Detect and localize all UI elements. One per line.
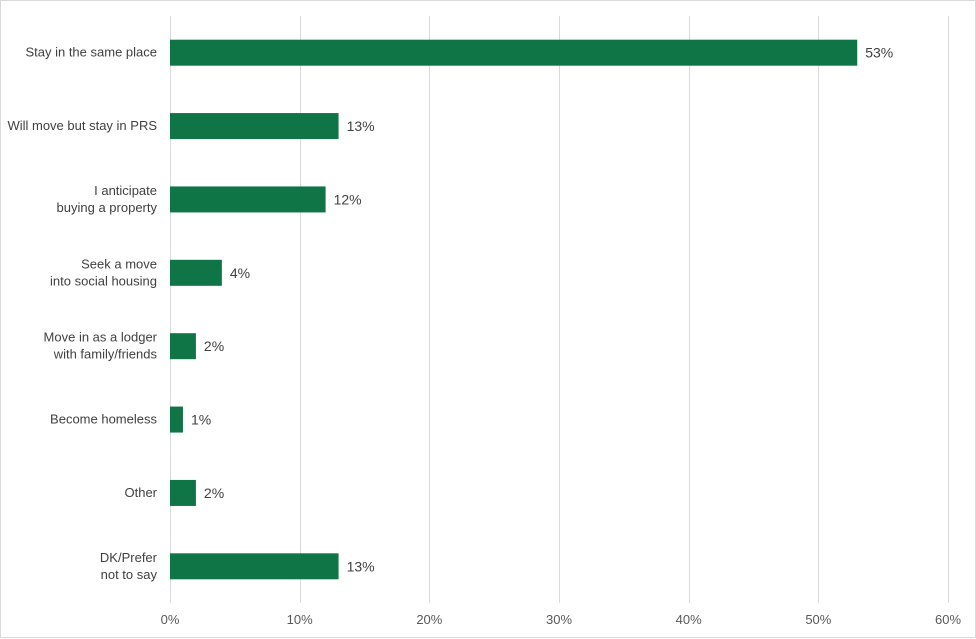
x-tick-label: 0% bbox=[161, 612, 180, 627]
bar bbox=[170, 333, 196, 360]
bar bbox=[170, 39, 858, 66]
bar bbox=[170, 479, 196, 506]
category-labels: Stay in the same place Will move but stay… bbox=[7, 45, 157, 582]
gridlines bbox=[170, 16, 949, 603]
category-label: buying a property bbox=[57, 200, 158, 215]
value-label: 1% bbox=[191, 412, 211, 428]
x-tick-label: 60% bbox=[935, 612, 961, 627]
category-label: DK/Prefer bbox=[100, 550, 158, 565]
category-label: not to say bbox=[101, 567, 158, 582]
bar bbox=[170, 553, 339, 580]
category-label: into social housing bbox=[50, 273, 157, 288]
category-label: Other bbox=[124, 485, 157, 500]
x-tick-label: 40% bbox=[676, 612, 702, 627]
bar bbox=[170, 259, 222, 286]
value-label: 13% bbox=[347, 118, 375, 134]
value-labels: 53% 13% 12% 4% 2% 1% 2% 13% bbox=[191, 45, 893, 575]
x-axis-ticks: 0% 10% 20% 30% 40% 50% 60% bbox=[161, 612, 962, 627]
bars bbox=[170, 39, 858, 580]
value-label: 4% bbox=[230, 265, 250, 281]
bar bbox=[170, 113, 339, 140]
x-tick-label: 20% bbox=[416, 612, 442, 627]
category-label: Stay in the same place bbox=[25, 45, 157, 60]
value-label: 2% bbox=[204, 338, 224, 354]
value-label: 53% bbox=[865, 45, 893, 61]
value-label: 12% bbox=[334, 191, 362, 207]
value-label: 2% bbox=[204, 485, 224, 501]
category-label: I anticipate bbox=[94, 183, 157, 198]
bar bbox=[170, 186, 326, 213]
category-label: with family/friends bbox=[53, 347, 158, 362]
category-label: Seek a move bbox=[81, 256, 157, 271]
category-label: Move in as a lodger bbox=[44, 330, 158, 345]
value-label: 13% bbox=[347, 558, 375, 574]
x-tick-label: 10% bbox=[287, 612, 313, 627]
x-tick-label: 30% bbox=[546, 612, 572, 627]
x-tick-label: 50% bbox=[805, 612, 831, 627]
category-label: Will move but stay in PRS bbox=[7, 118, 157, 133]
category-label: Become homeless bbox=[50, 412, 157, 427]
bar bbox=[170, 406, 183, 433]
